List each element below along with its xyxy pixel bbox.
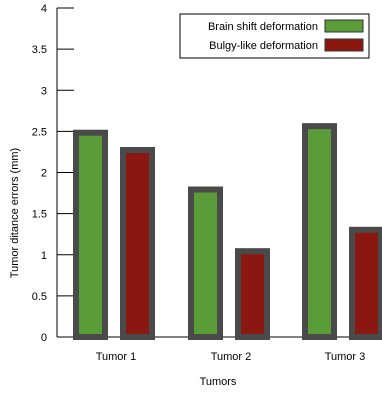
y-tick-label: 0.5 [32, 291, 47, 303]
y-axis-label: Tumor ditance errors (mm) [9, 148, 21, 278]
y-tick-label: 2.5 [32, 126, 47, 138]
bar-brain-shift-3 [302, 123, 337, 341]
bar-brain-shift-1 [73, 129, 108, 340]
bars [73, 123, 382, 341]
x-tick-label: Tumor 3 [325, 351, 366, 363]
bar-bulgy-like-1 [120, 147, 155, 340]
y-tick-label: 3.5 [32, 44, 47, 56]
legend-label-2: Bulgy-like deformation [209, 40, 318, 52]
y-tick-label: 3 [41, 85, 47, 97]
y-tick-labels: 0 0.5 1 1.5 2 2.5 3 3.5 4 [32, 3, 47, 344]
y-tick-label: 1.5 [32, 209, 47, 221]
bar-bulgy-like-2 [235, 248, 270, 340]
bar-brain-shift-2 [188, 186, 223, 340]
bar-bulgy-like-3 [349, 226, 382, 340]
x-axis-label: Tumors [200, 376, 237, 388]
legend: Brain shift deformation Bulgy-like deform… [179, 13, 370, 59]
x-tick-label: Tumor 1 [96, 351, 137, 363]
x-tick-labels: Tumor 1 Tumor 2 Tumor 3 [96, 351, 366, 363]
y-tick-label: 0 [41, 332, 47, 344]
x-tick-label: Tumor 2 [211, 351, 252, 363]
legend-label-1: Brain shift deformation [208, 21, 318, 33]
y-tick-label: 1 [41, 250, 47, 262]
y-tick-label: 2 [41, 168, 47, 180]
legend-swatch-1 [324, 19, 364, 33]
y-tick-label: 4 [41, 3, 47, 15]
legend-swatch-2 [324, 38, 364, 52]
